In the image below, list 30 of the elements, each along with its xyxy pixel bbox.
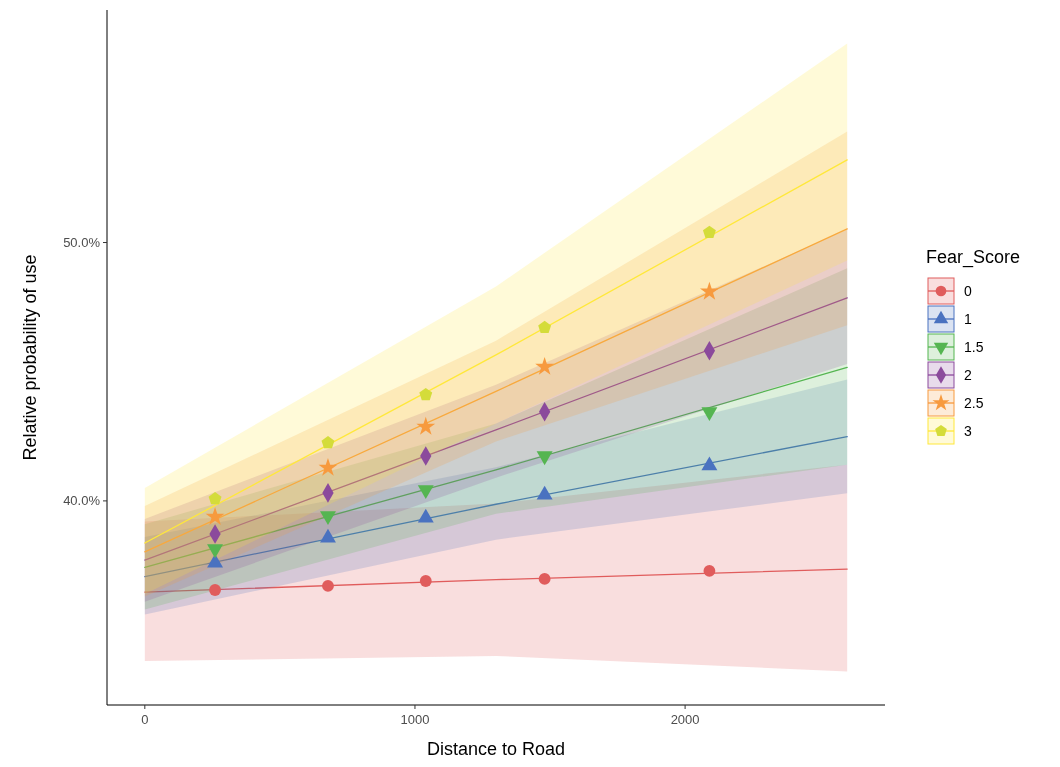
x-tick-label: 1000: [400, 712, 430, 727]
point: [538, 573, 551, 585]
legend-label: 1: [964, 311, 972, 327]
point: [538, 320, 552, 334]
point: [419, 575, 432, 587]
x-tick-label: 2000: [670, 712, 700, 727]
legend-title: Fear_Score: [926, 247, 1021, 268]
point: [205, 507, 225, 525]
y-tick-label: 50.0%: [63, 235, 101, 251]
point: [209, 584, 221, 596]
point: [703, 565, 716, 577]
point: [419, 387, 433, 401]
point: [416, 416, 436, 435]
legend-label: 0: [964, 283, 972, 299]
legend-label: 2: [964, 367, 972, 383]
point: [321, 435, 335, 449]
y-axis-title: Relative probability of use: [20, 254, 40, 461]
point: [701, 456, 718, 471]
point: [322, 579, 334, 592]
legend-label: 3: [964, 423, 972, 439]
y-tick-label: 40.0%: [63, 493, 101, 509]
legend-label: 1.5: [964, 339, 984, 355]
x-axis-title: Distance to Road: [426, 739, 566, 759]
point: [318, 457, 338, 476]
x-tick-label: 0: [141, 712, 149, 727]
point: [702, 225, 716, 238]
point: [208, 492, 222, 505]
point: [700, 281, 719, 300]
point: [535, 356, 555, 375]
legend-label: 2.5: [964, 395, 984, 411]
